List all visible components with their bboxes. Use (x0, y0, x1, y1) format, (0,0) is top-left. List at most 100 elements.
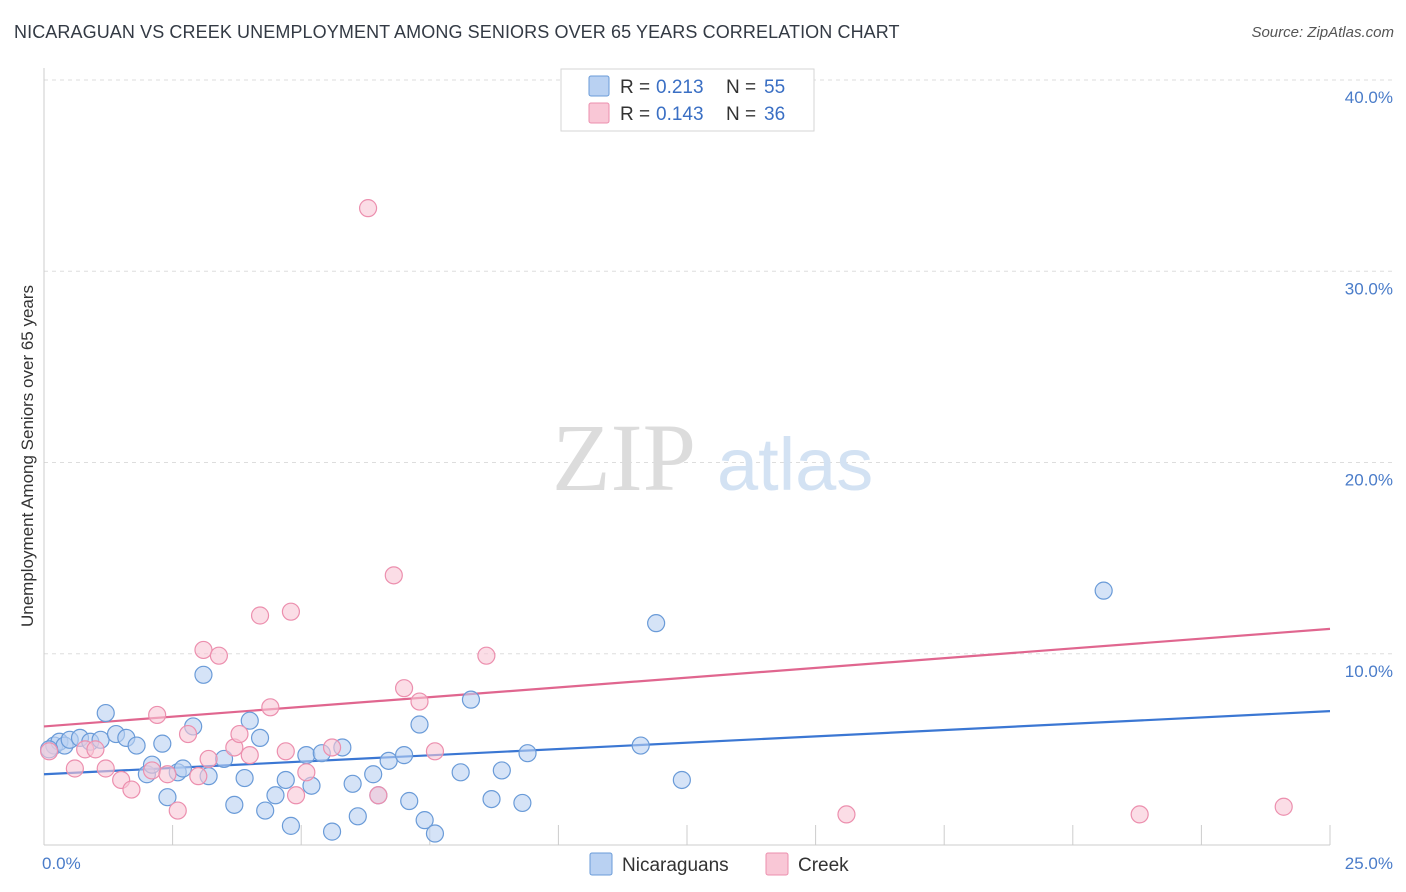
point-nicaraguans-29 (297, 746, 316, 765)
point-creek-27 (369, 786, 388, 805)
point-nicaraguans-46 (482, 789, 501, 809)
trend-line-creek (43, 627, 1331, 728)
series-legend: Nicaraguans Creek (589, 852, 849, 876)
correlation-legend: R = 0.213 N = 55 R = 0.143 N = 36 (560, 68, 815, 132)
y-tick-label-2: 30.0% (1345, 279, 1393, 298)
point-creek-4 (96, 759, 115, 778)
legend-r-value-1: 0.213 (656, 77, 704, 98)
legend-r-value-2: 0.143 (656, 104, 704, 125)
point-creek-31 (425, 742, 445, 761)
grid-lines (44, 79, 1392, 655)
point-creek-18 (240, 746, 259, 765)
point-nicaraguans-18 (194, 665, 213, 684)
point-nicaraguans-7 (96, 703, 115, 723)
legend-n-label-1: N = (726, 77, 756, 98)
point-creek-21 (276, 742, 295, 761)
legend-n-value-1: 55 (764, 77, 785, 98)
point-nicaraguans-22 (235, 768, 254, 788)
series-label-creek: Creek (798, 855, 849, 876)
point-creek-23 (286, 786, 306, 805)
legend-n-label-2: N = (726, 104, 756, 125)
point-nicaraguans-45 (461, 690, 481, 709)
point-creek-15 (209, 646, 228, 665)
point-nicaraguans-10 (127, 736, 146, 755)
legend-swatch-nicaraguans (588, 75, 610, 97)
point-nicaraguans-28 (281, 816, 301, 835)
legend-n-value-2: 36 (764, 104, 785, 125)
point-nicaraguans-47 (492, 761, 511, 780)
point-creek-13 (194, 640, 213, 660)
point-nicaraguans-44 (451, 763, 470, 782)
legend-swatch-creek (588, 102, 610, 124)
data-points (40, 199, 1293, 843)
point-creek-32 (477, 646, 496, 665)
series-swatch-nicaraguans (589, 852, 613, 876)
point-nicaraguans-13 (153, 734, 172, 753)
point-creek-8 (148, 705, 167, 725)
point-creek-7 (142, 761, 162, 780)
point-creek-3 (86, 740, 105, 759)
legend-r-label-1: R = (620, 77, 650, 98)
point-nicaraguans-51 (647, 614, 666, 633)
point-nicaraguans-23 (240, 711, 259, 730)
tick-labels: 10.0% 20.0% 30.0% 40.0% 0.0% 25.0% (42, 88, 1393, 873)
point-creek-9 (158, 765, 177, 784)
point-creek-14 (199, 749, 218, 769)
point-nicaraguans-50 (631, 736, 650, 755)
point-creek-30 (410, 692, 429, 711)
point-creek-22 (281, 602, 301, 621)
y-tick-label-1: 20.0% (1345, 471, 1393, 490)
point-creek-33 (837, 805, 856, 824)
point-creek-35 (1274, 797, 1293, 816)
point-nicaraguans-27 (276, 770, 295, 790)
x-tick-label-0: 0.0% (42, 854, 81, 873)
series-swatch-creek (765, 852, 789, 876)
y-tick-label-0: 10.0% (1345, 662, 1393, 681)
point-nicaraguans-42 (415, 811, 434, 830)
y-tick-label-3: 40.0% (1345, 88, 1393, 107)
point-nicaraguans-48 (513, 793, 532, 813)
point-nicaraguans-21 (225, 795, 244, 814)
legend-r-label-2: R = (620, 104, 650, 125)
point-nicaraguans-25 (256, 801, 275, 820)
chart-title: NICARAGUAN VS CREEK UNEMPLOYMENT AMONG S… (14, 22, 900, 42)
point-creek-11 (178, 724, 198, 744)
point-nicaraguans-24 (250, 728, 270, 748)
point-nicaraguans-16 (173, 759, 192, 778)
series-label-nicaraguans: Nicaraguans (622, 855, 729, 876)
point-nicaraguans-40 (400, 791, 419, 811)
axes (43, 68, 1331, 846)
point-creek-10 (168, 801, 187, 820)
trend-lines (43, 627, 1331, 776)
point-creek-12 (189, 767, 208, 786)
point-nicaraguans-43 (425, 824, 445, 843)
point-nicaraguans-26 (266, 786, 285, 805)
point-nicaraguans-35 (348, 807, 367, 826)
x-tick-label-1: 25.0% (1345, 854, 1393, 873)
point-creek-0 (40, 742, 59, 761)
point-creek-6 (122, 780, 141, 799)
point-nicaraguans-32 (322, 822, 342, 841)
watermark-atlas: atlas (717, 423, 873, 506)
point-creek-1 (65, 759, 84, 778)
point-creek-19 (250, 606, 270, 625)
point-creek-29 (394, 679, 414, 698)
watermark-zip: ZIP (552, 404, 696, 511)
point-creek-25 (322, 738, 342, 757)
point-nicaraguans-41 (410, 715, 429, 734)
trend-line-nicaraguans (43, 710, 1331, 776)
point-creek-20 (261, 698, 280, 717)
point-creek-26 (358, 199, 378, 218)
point-creek-28 (384, 566, 403, 585)
point-nicaraguans-14 (158, 788, 177, 807)
point-nicaraguans-52 (672, 770, 691, 790)
watermark: ZIP atlas (552, 404, 873, 511)
point-creek-34 (1130, 805, 1149, 824)
point-nicaraguans-36 (364, 765, 383, 784)
source-label: Source: ZipAtlas.com (1251, 24, 1394, 41)
point-nicaraguans-53 (1094, 581, 1113, 600)
point-nicaraguans-39 (394, 746, 414, 765)
point-creek-24 (297, 763, 316, 782)
point-creek-17 (230, 724, 249, 744)
